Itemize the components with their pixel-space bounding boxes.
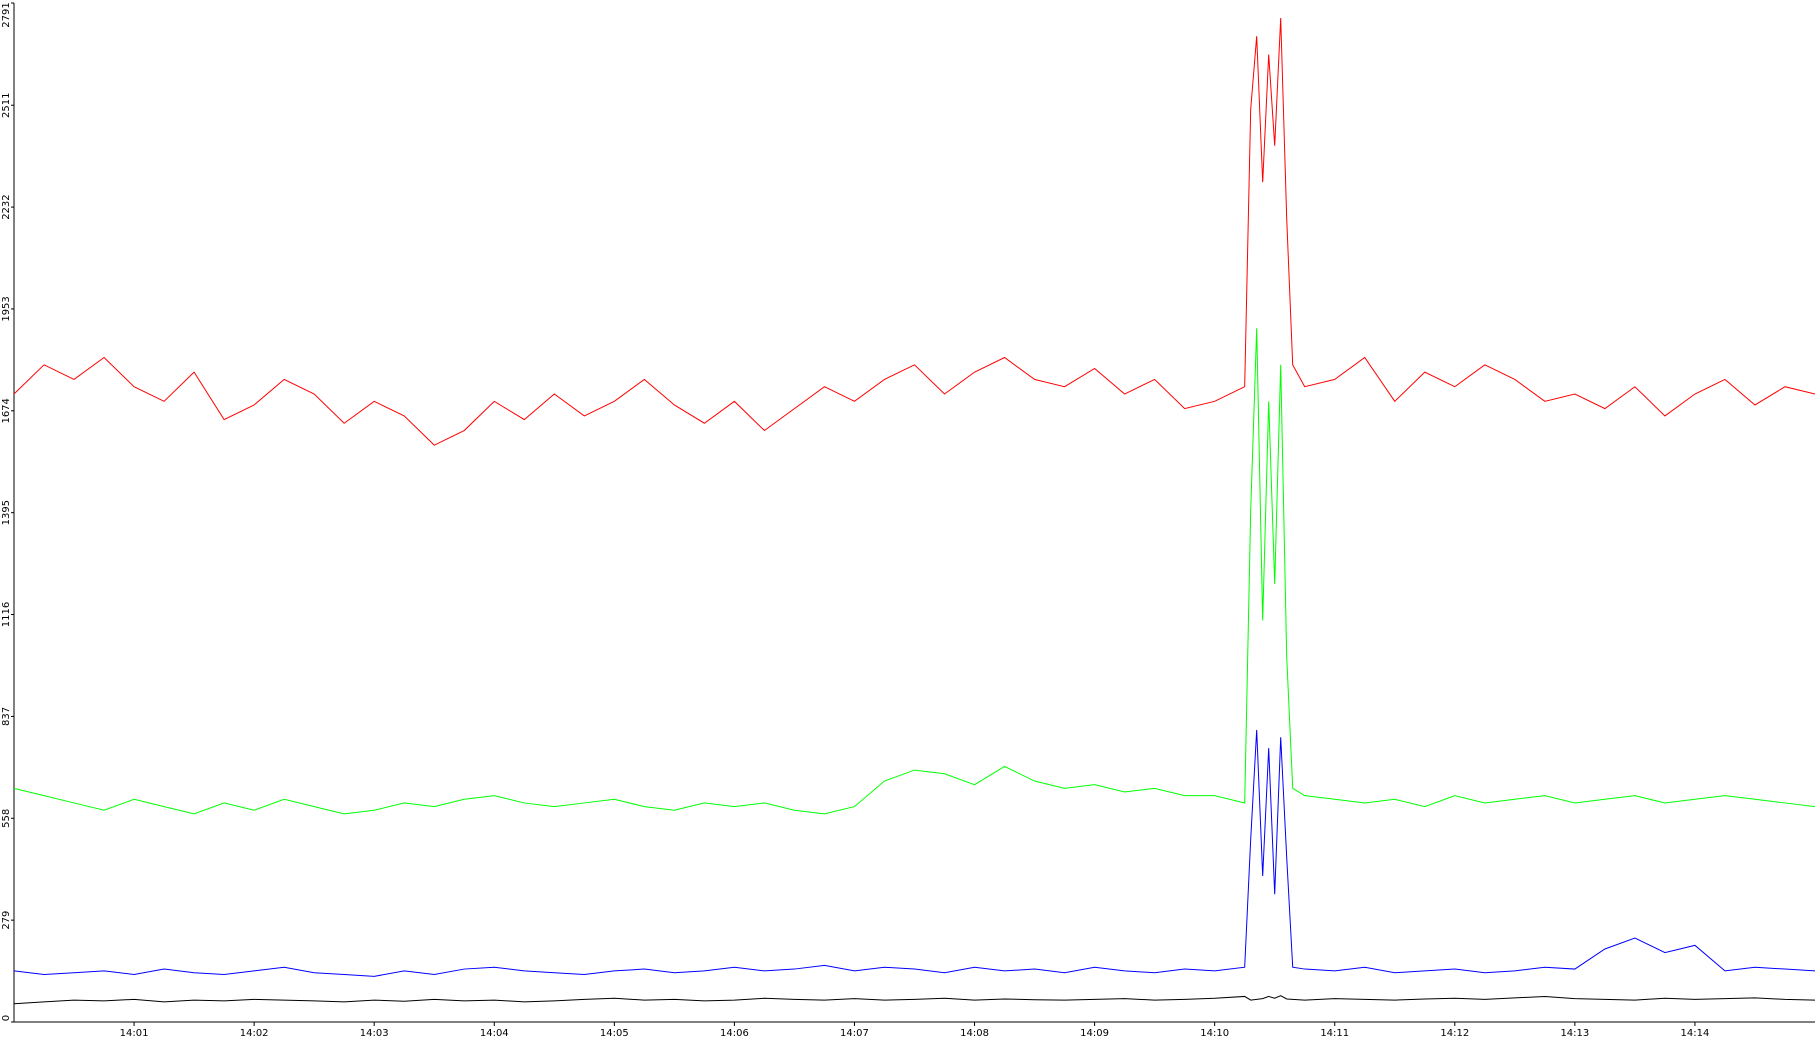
y-tick-label: 1953 xyxy=(1,296,12,321)
y-tick-label: 1674 xyxy=(1,398,12,423)
y-tick-label: 279 xyxy=(1,911,12,930)
x-tick-label: 14:14 xyxy=(1681,1028,1710,1039)
y-tick-label: 558 xyxy=(1,809,12,828)
series-line xyxy=(13,17,1815,446)
series-line xyxy=(13,328,1815,815)
x-tick-label: 14:01 xyxy=(120,1028,149,1039)
x-tick-label: 14:02 xyxy=(240,1028,269,1039)
y-tick-label: 0 xyxy=(1,1015,12,1021)
x-tick-label: 14:05 xyxy=(600,1028,629,1039)
x-tick-label: 14:07 xyxy=(840,1028,869,1039)
y-tick-label: 2791 xyxy=(1,2,12,27)
x-tick-label: 14:09 xyxy=(1080,1028,1109,1039)
y-tick-label: 1116 xyxy=(1,602,12,627)
x-tick-label: 14:06 xyxy=(720,1028,749,1039)
y-tick-label: 1395 xyxy=(1,500,12,525)
y-tick-label: 2511 xyxy=(1,93,12,118)
x-tick-label: 14:04 xyxy=(480,1028,509,1039)
series-line xyxy=(13,995,1815,1005)
x-tick-label: 14:03 xyxy=(360,1028,389,1039)
x-tick-label: 14:10 xyxy=(1200,1028,1229,1039)
series-line xyxy=(13,729,1815,977)
x-tick-label: 14:08 xyxy=(960,1028,989,1039)
y-tick-label: 2232 xyxy=(1,194,12,219)
y-tick-label: 837 xyxy=(1,707,12,726)
x-tick-label: 14:11 xyxy=(1320,1028,1349,1039)
x-tick-label: 14:12 xyxy=(1440,1028,1469,1039)
x-tick-label: 14:13 xyxy=(1560,1028,1589,1039)
